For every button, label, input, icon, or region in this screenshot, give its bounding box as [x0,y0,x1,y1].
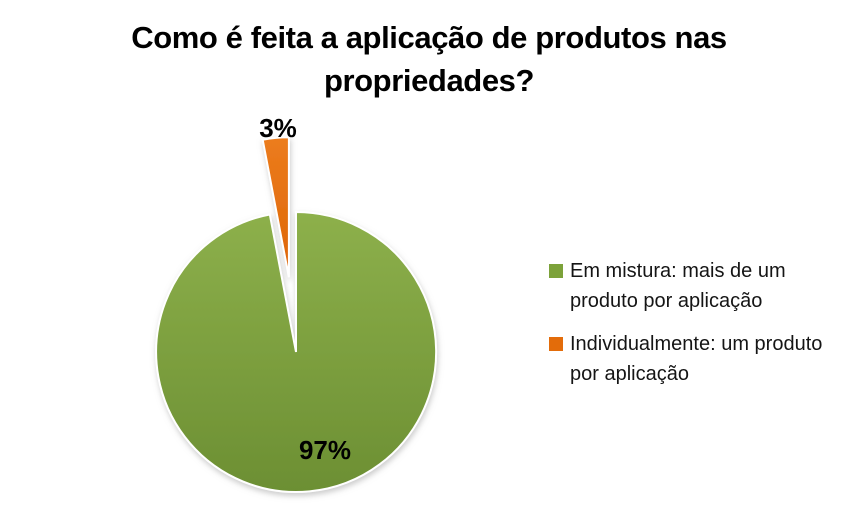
legend-label-individualmente: Individualmente: um produto por aplicaçã… [570,333,823,385]
legend-label-em-mistura: Em mistura: mais de um produto por aplic… [570,260,786,312]
legend: Em mistura: mais de um produto por aplic… [549,256,854,402]
pie-slice-0 [155,210,438,493]
pie-slices [155,136,438,493]
chart-title-line2: propriedades? [323,63,535,98]
legend-swatch-orange-icon [549,337,563,351]
legend-swatch-green-icon [549,264,563,278]
data-label-individualmente: 3% [259,113,297,143]
chart-title-line1: Como é feita a aplicação de produtos nas [131,20,727,55]
chart-title: Como é feita a aplicação de produtos nas… [64,16,794,102]
pie-slice-1 [261,136,290,278]
legend-item-em-mistura: Em mistura: mais de um produto por aplic… [549,256,854,316]
data-label-em-mistura: 97% [299,435,351,465]
legend-item-individualmente: Individualmente: um produto por aplicaçã… [549,329,854,389]
